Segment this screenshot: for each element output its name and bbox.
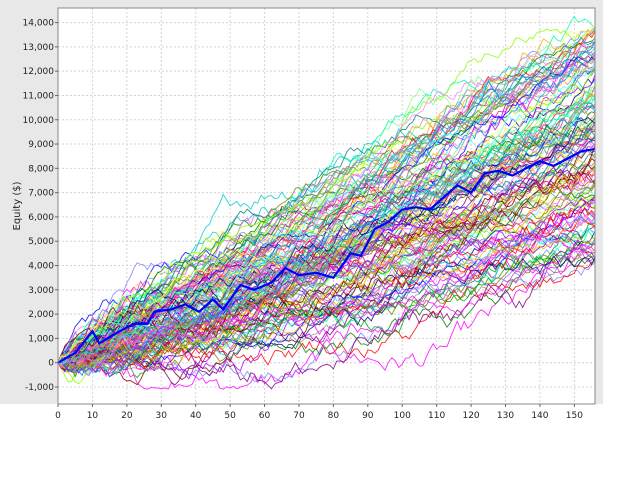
equity-chart: Equity ($) -1,000 0 1,000 2,000 3,000 4,000 5,… — [12, 7, 596, 420]
series-line — [57, 216, 596, 365]
series-line — [57, 36, 596, 378]
x-tick-label: 140 — [531, 411, 548, 420]
series-line — [57, 66, 596, 363]
series-line — [57, 29, 596, 363]
y-tick-label: 4,000 — [28, 262, 54, 272]
x-tick-label: 10 — [87, 411, 99, 420]
series-line — [57, 50, 596, 374]
x-tick-label: 90 — [362, 411, 374, 420]
series-line — [57, 249, 596, 390]
x-tick-label: 150 — [566, 411, 583, 420]
series-line — [57, 56, 596, 364]
series-line — [57, 70, 596, 363]
y-tick-label: 10,000 — [23, 116, 55, 126]
series-line — [57, 117, 596, 366]
y-axis-title: Equity ($) — [12, 181, 23, 230]
series-line — [57, 26, 596, 364]
ensemble-lines — [57, 15, 596, 390]
y-tick-label: 0 — [48, 359, 54, 369]
series-line — [57, 95, 596, 363]
y-tick-label: 8,000 — [28, 164, 54, 174]
y-tick-label: 9,000 — [28, 140, 54, 150]
series-line — [57, 164, 596, 373]
y-tick-label: 14,000 — [23, 19, 55, 29]
x-tick-label: 40 — [190, 411, 202, 420]
series-line — [57, 182, 596, 366]
series-line — [57, 97, 596, 364]
series-line — [57, 68, 596, 364]
series-line — [57, 95, 596, 367]
y-tick-label: 3,000 — [28, 286, 54, 296]
y-tick-label: 1,000 — [28, 334, 54, 344]
series-line — [57, 248, 596, 364]
x-tick-label: 80 — [328, 411, 340, 420]
y-tick-label: 13,000 — [23, 43, 55, 53]
series-line — [57, 206, 596, 370]
y-tick-label: 11,000 — [23, 91, 55, 101]
series-line — [57, 236, 596, 372]
x-tick-label: 120 — [462, 411, 479, 420]
y-tick-label: 6,000 — [28, 213, 54, 223]
series-line — [57, 184, 596, 372]
x-tick-label: 130 — [497, 411, 514, 420]
y-tick-label: 12,000 — [23, 67, 55, 77]
plot-border — [57, 7, 596, 405]
x-tick-label: 100 — [394, 411, 411, 420]
x-tick-label: 20 — [121, 411, 133, 420]
series-line — [57, 197, 596, 363]
y-tick-label: 5,000 — [28, 237, 54, 247]
series-line — [57, 63, 596, 365]
x-tick-label: 50 — [224, 411, 236, 420]
x-tick-label: 70 — [293, 411, 305, 420]
y-tick-label: 2,000 — [28, 310, 54, 320]
series-line — [57, 261, 596, 367]
series-line — [57, 56, 596, 367]
x-tick-label: 30 — [156, 411, 168, 420]
series-line — [57, 222, 596, 379]
x-tick-label: 0 — [55, 411, 61, 420]
x-tick-label: 110 — [428, 411, 445, 420]
series-line — [57, 15, 596, 363]
series-line — [57, 116, 596, 372]
series-line — [57, 117, 596, 363]
series-line — [57, 145, 596, 363]
series-line — [57, 211, 596, 365]
y-tick-label: 7,000 — [28, 189, 54, 199]
series-line — [57, 236, 596, 369]
series-line — [57, 74, 596, 374]
series-line — [57, 99, 596, 372]
y-tick-label: -1,000 — [25, 383, 54, 393]
series-line — [57, 195, 596, 378]
x-tick-label: 60 — [259, 411, 271, 420]
highlight-series-line — [57, 147, 596, 364]
